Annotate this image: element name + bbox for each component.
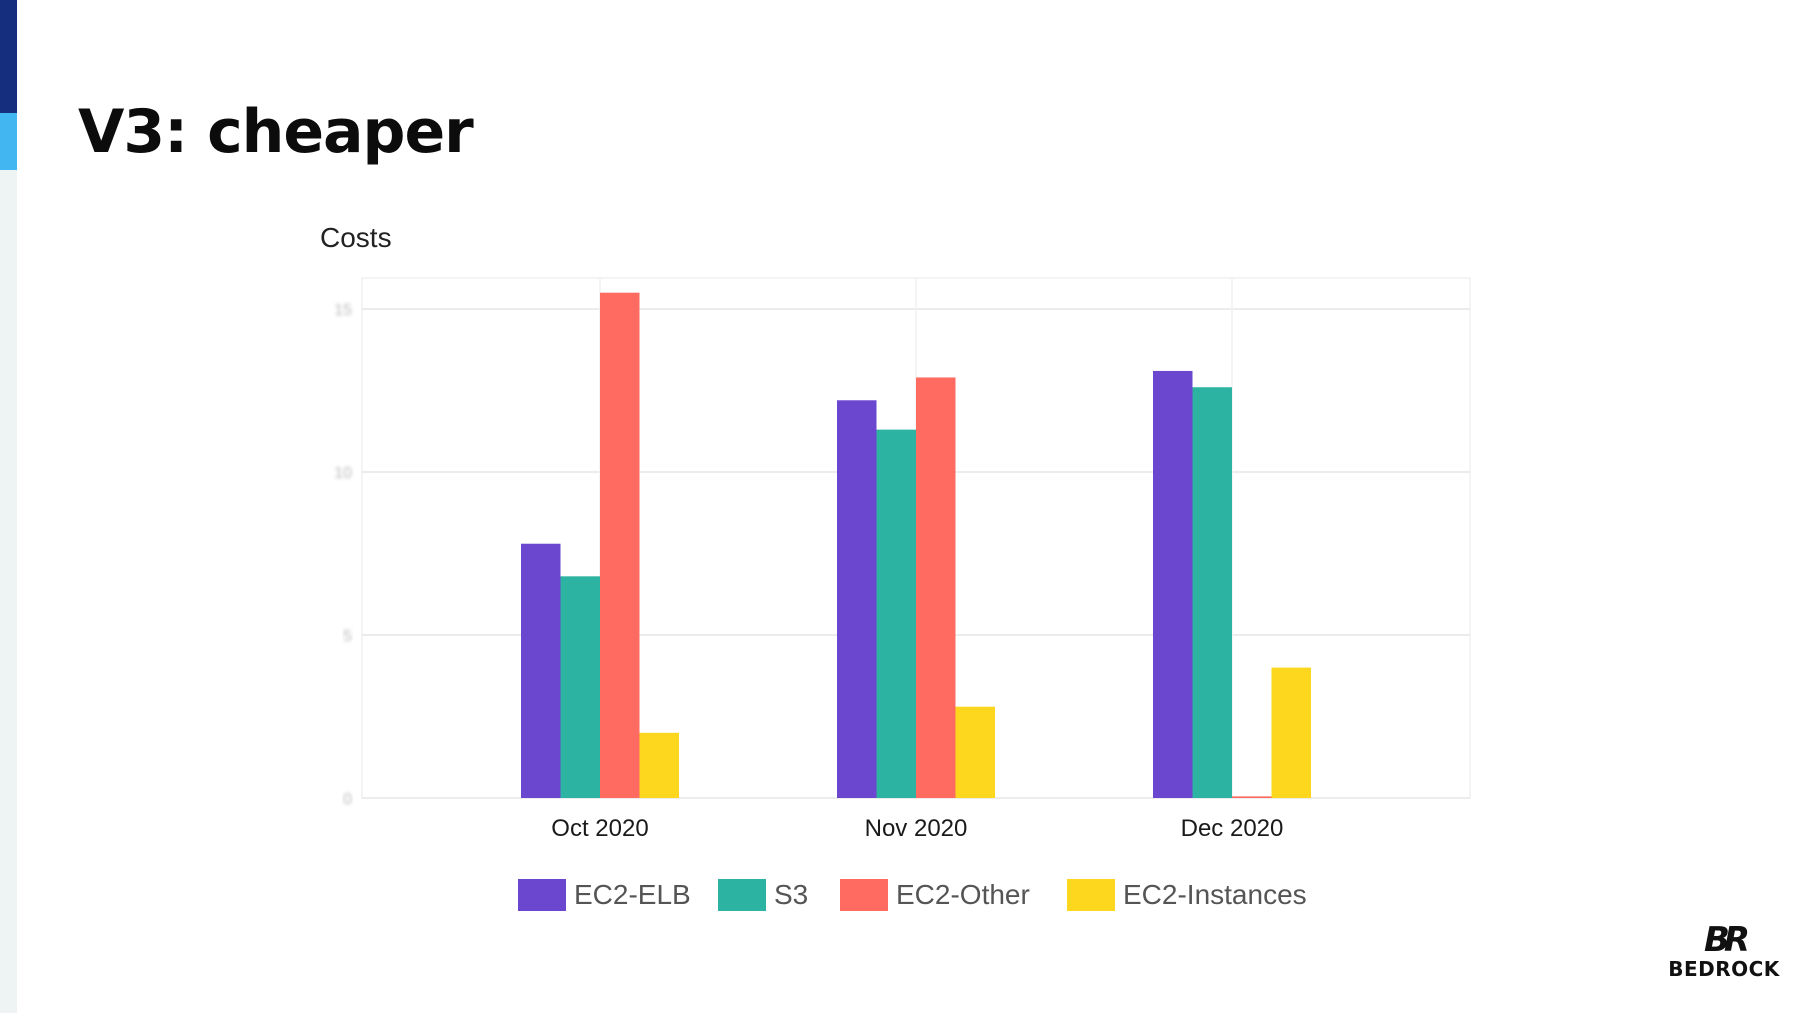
y-tick-label: 15 (334, 302, 352, 319)
chart-legend: EC2-ELB S3 EC2-Other EC2-Instances (518, 879, 1307, 911)
bar-s3-2 (1192, 387, 1232, 798)
x-tick-label: Dec 2020 (1181, 815, 1284, 842)
bar-s3-1 (876, 429, 916, 798)
logo-mark: BR (1703, 920, 1750, 960)
y-axis-ticks: 0 5 10 15 (334, 302, 352, 808)
logo-text: BEDROCK (1668, 957, 1780, 981)
accent-bar-light (0, 113, 17, 170)
y-tick-label: 0 (343, 791, 352, 808)
bar-s3-0 (560, 576, 600, 798)
x-tick-label: Nov 2020 (865, 815, 968, 842)
chart-bars (521, 292, 1311, 798)
y-tick-label: 10 (334, 465, 352, 482)
bar-ec2-elb-1 (837, 400, 877, 798)
x-tick-label: Oct 2020 (551, 815, 648, 842)
legend-label-ec2-other: EC2-Other (896, 879, 1030, 910)
legend-swatch-ec2-elb (518, 879, 566, 911)
bar-ec2-instances-0 (639, 732, 679, 798)
bar-ec2-elb-0 (521, 543, 561, 798)
bar-ec2-other-1 (916, 377, 956, 798)
legend-label-s3: S3 (774, 879, 808, 910)
legend-swatch-ec2-other (840, 879, 888, 911)
bar-ec2-instances-2 (1271, 667, 1311, 798)
x-axis-ticks: Oct 2020 Nov 2020 Dec 2020 (551, 815, 1283, 842)
bar-ec2-other-2 (1232, 796, 1272, 798)
accent-strip (0, 0, 17, 1013)
chart-title: Costs (320, 222, 392, 253)
legend-label-ec2-instances: EC2-Instances (1123, 879, 1307, 910)
slide-title: V3: cheaper (78, 97, 474, 167)
legend-label-ec2-elb: EC2-ELB (574, 879, 691, 910)
bar-ec2-elb-2 (1153, 370, 1193, 798)
legend-swatch-ec2-instances (1067, 879, 1115, 911)
bar-ec2-instances-1 (955, 706, 995, 798)
bedrock-logo: BR BEDROCK (1664, 922, 1784, 980)
y-tick-label: 5 (343, 628, 352, 645)
accent-bar-dark (0, 0, 17, 113)
legend-swatch-s3 (718, 879, 766, 911)
bar-ec2-other-0 (600, 292, 640, 798)
